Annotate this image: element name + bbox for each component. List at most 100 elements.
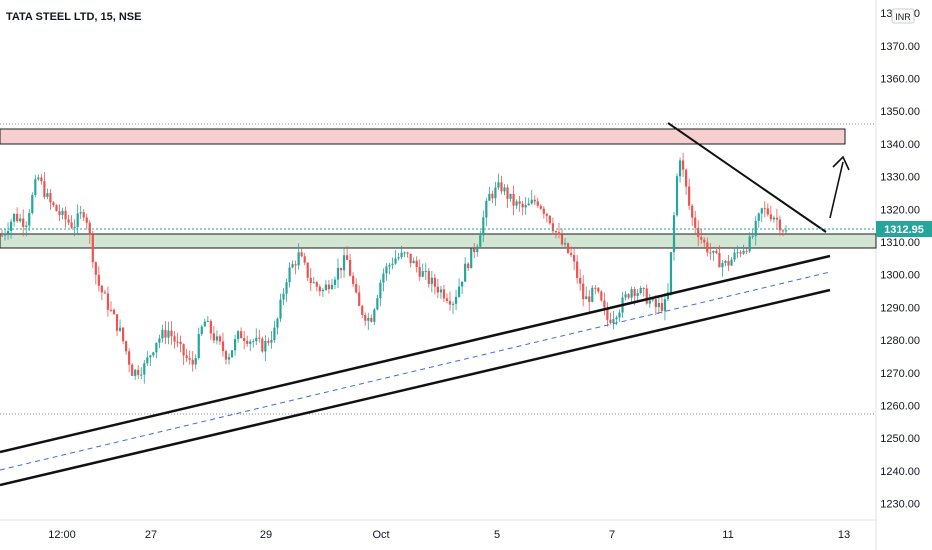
candle-up xyxy=(330,284,334,290)
upper-channel-line[interactable] xyxy=(0,254,831,454)
candle-up xyxy=(430,277,433,284)
candle-down xyxy=(766,208,769,215)
candle-down xyxy=(533,199,536,202)
candle-up xyxy=(203,321,206,327)
candle-down xyxy=(179,341,182,345)
candle-up xyxy=(482,217,485,236)
price-tick-label: 1260.00 xyxy=(880,401,920,413)
candle-up xyxy=(509,193,512,199)
candle-down xyxy=(327,284,331,290)
candle-down xyxy=(467,263,470,269)
candle-up xyxy=(385,266,388,274)
candle-up xyxy=(403,252,406,254)
time-axis[interactable]: 12:00 27 29 Oct 5 7 11 13 xyxy=(48,529,850,541)
candle-down xyxy=(536,201,539,206)
candle-up xyxy=(461,281,464,287)
support-zone[interactable] xyxy=(0,233,877,249)
candle-up xyxy=(373,309,376,322)
candle-down xyxy=(642,287,645,289)
candle-up xyxy=(146,357,149,364)
candle-down xyxy=(566,243,570,253)
candle-down xyxy=(645,288,648,304)
candle-down xyxy=(267,340,270,343)
candle-up xyxy=(336,267,340,280)
candle-down xyxy=(560,234,564,245)
candle-up xyxy=(200,326,203,335)
candle-up xyxy=(233,339,237,351)
candle-down xyxy=(406,252,409,254)
currency-badge[interactable] xyxy=(891,8,915,24)
candle-down xyxy=(691,205,694,218)
candle-up xyxy=(79,212,82,214)
candle-down xyxy=(415,260,418,268)
candle-up xyxy=(678,160,682,177)
candle-up xyxy=(651,299,654,301)
candle-down xyxy=(294,264,297,266)
candle-up xyxy=(379,282,382,299)
price-tick-label: 1350.00 xyxy=(880,106,920,118)
candle-down xyxy=(551,223,555,232)
candle-down xyxy=(370,317,373,322)
candle-down xyxy=(633,289,636,296)
candle-down xyxy=(115,314,119,331)
candle-up xyxy=(19,218,22,222)
candle-down xyxy=(176,341,179,343)
candle-down xyxy=(703,239,706,243)
candle-down xyxy=(778,219,782,231)
candle-down xyxy=(355,284,358,293)
candle-up xyxy=(342,255,346,271)
candle-up xyxy=(488,193,491,201)
candle-down xyxy=(709,252,712,254)
candle-up xyxy=(751,235,754,237)
candle-up xyxy=(721,262,724,268)
candle-up xyxy=(37,177,40,180)
candle-up xyxy=(376,298,379,310)
candle-up xyxy=(31,195,34,214)
candle-down xyxy=(521,203,524,208)
candle-down xyxy=(243,338,246,341)
candle-down xyxy=(539,205,542,209)
resistance-zone[interactable] xyxy=(0,128,846,145)
time-tick-label: 11 xyxy=(722,529,733,541)
candle-up xyxy=(669,252,673,293)
candle-down xyxy=(436,286,439,293)
price-tick-label: 1270.00 xyxy=(880,368,920,380)
price-tick-label: 1330.00 xyxy=(880,172,920,184)
candle-down xyxy=(697,227,700,238)
candle-up xyxy=(297,252,300,266)
symbol-title: TATA STEEL LTD, 15, NSE xyxy=(6,11,141,23)
time-tick-label: 29 xyxy=(260,529,272,541)
price-axis[interactable]: 1380.001370.001360.001350.001340.001330.… xyxy=(880,8,920,511)
candle-up xyxy=(497,182,500,188)
candle-down xyxy=(654,299,657,308)
candle-down xyxy=(597,287,600,292)
candle-up xyxy=(591,287,594,302)
candle-down xyxy=(700,237,703,240)
candle-up xyxy=(249,341,252,344)
candle-down xyxy=(109,309,113,311)
time-tick-label: 12:00 xyxy=(48,529,76,541)
candle-up xyxy=(412,260,415,264)
candle-up xyxy=(675,176,679,216)
candle-down xyxy=(318,286,321,292)
candle-up xyxy=(382,273,385,283)
candle-up xyxy=(530,199,533,204)
candle-up xyxy=(73,226,76,228)
candle-up xyxy=(470,248,473,269)
current-price-badge xyxy=(876,221,932,237)
breakout-arrow-icon[interactable] xyxy=(829,155,850,219)
descending-trendline[interactable] xyxy=(667,122,827,233)
candle-down xyxy=(224,351,228,360)
candle-up xyxy=(312,282,315,284)
candle-down xyxy=(306,262,309,278)
lower-channel-line[interactable] xyxy=(0,288,831,487)
candle-up xyxy=(46,193,49,197)
mid-dashed-line[interactable] xyxy=(0,271,831,471)
candle-down xyxy=(681,160,685,170)
candle-down xyxy=(781,230,785,232)
candle-down xyxy=(718,253,721,268)
candle-down xyxy=(349,259,352,276)
candle-up xyxy=(400,252,403,258)
candle-up xyxy=(479,235,482,247)
